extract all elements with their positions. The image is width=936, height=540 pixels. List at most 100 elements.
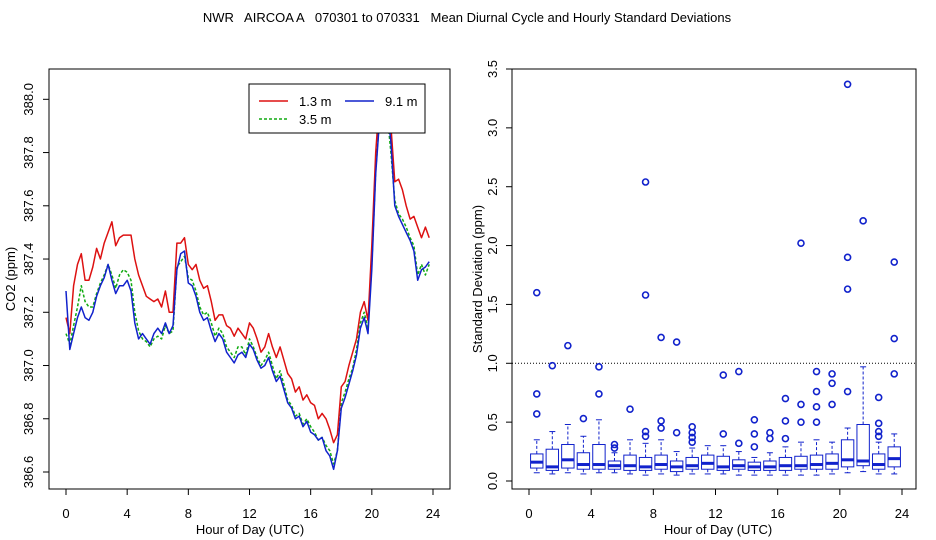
right-x-tick-label: 4 (588, 506, 595, 521)
box-outlier-point (641, 427, 650, 436)
box-outlier-point (812, 403, 821, 411)
box-outlier-point (532, 288, 541, 297)
box-outlier-point (859, 217, 867, 225)
box-outlier-point (750, 443, 759, 451)
box-iqr (778, 456, 793, 471)
box-outlier-point (812, 418, 821, 426)
box-outlier-point (532, 390, 541, 398)
right-y-axis: 0.0 0.5 1.0 1.5 2.0 2.5 3.0 3.5 (485, 60, 513, 490)
right-y-tick-label: 0.0 (485, 472, 500, 490)
right-y-tick-label: 3.5 (485, 60, 500, 78)
box-outlier-point (719, 430, 728, 438)
left-x-tick-label: 4 (124, 506, 131, 521)
box-outlier-point (579, 414, 588, 423)
box-outlier-point (595, 363, 603, 371)
left-y-tick-label: 388.0 (21, 83, 36, 116)
legend-box (248, 83, 426, 134)
box-iqr (840, 439, 855, 468)
left-x-axis-label: Hour of Day (UTC) (196, 522, 304, 537)
series-line-9-1-m (65, 103, 430, 471)
box-outlier-point (828, 379, 836, 388)
box-outlier-point (874, 427, 883, 436)
right-y-axis-label: Standard Deviation (ppm) (470, 205, 485, 353)
box-outlier-point (657, 417, 665, 425)
box-outlier-point (657, 333, 665, 342)
left-y-axis: 386.6 386.8 387.0 387.2 387.4 387.6 387.8 388.0 (21, 83, 50, 488)
legend-label-series-3: 9.1 m (385, 94, 418, 109)
box-outlier-point (874, 393, 883, 402)
box-iqr (685, 456, 699, 470)
box-outlier-point (843, 80, 852, 89)
right-box-group (512, 80, 916, 476)
box-outlier-point (641, 291, 650, 299)
box-outlier-point (890, 334, 899, 343)
box-outlier-point (719, 371, 728, 379)
left-x-tick-label: 0 (62, 506, 69, 521)
series-line-1-3-m (65, 87, 430, 444)
box-outlier-point (548, 361, 557, 370)
box-outlier-point (874, 432, 883, 441)
box-outlier-point (843, 387, 852, 396)
right-x-tick-label: 20 (833, 506, 847, 521)
box-outlier-point (781, 417, 790, 425)
left-y-axis-label: CO2 (ppm) (3, 247, 18, 311)
box-iqr (576, 452, 591, 470)
std-dev-panel: 0 4 8 12 16 20 24 0.0 0.5 1.0 1.5 2.0 2.5 3.0 3.5 Hou… (470, 60, 917, 537)
right-x-tick-label: 0 (525, 506, 532, 521)
right-y-tick-label: 1.0 (485, 354, 500, 372)
left-y-tick-label: 387.0 (21, 349, 36, 382)
left-x-tick-label: 8 (185, 506, 192, 521)
right-y-tick-label: 3.0 (485, 119, 500, 137)
box-outlier-point (735, 367, 743, 376)
left-x-tick-label: 12 (242, 506, 256, 521)
right-y-tick-label: 2.0 (485, 237, 500, 255)
left-y-tick-label: 387.6 (21, 190, 36, 223)
left-x-axis: 0 4 8 12 16 20 24 (62, 488, 440, 521)
right-x-tick-label: 16 (770, 506, 784, 521)
left-x-tick-label: 16 (303, 506, 317, 521)
left-y-tick-label: 387.8 (21, 136, 36, 169)
box-outlier-point (828, 400, 836, 409)
box-outlier-point (641, 178, 650, 186)
box-iqr (825, 453, 839, 470)
box-outlier-point (874, 419, 883, 428)
box-outlier-point (610, 444, 619, 452)
right-y-tick-label: 0.5 (485, 413, 500, 431)
box-outlier-point (781, 434, 790, 443)
box-outlier-point (750, 415, 759, 424)
box-outlier-point (766, 428, 774, 437)
box-outlier-point (610, 440, 619, 449)
box-iqr (545, 448, 560, 471)
series-line-3-5-m (65, 103, 430, 465)
co2-diurnal-panel: 0 4 8 12 16 20 24 386.6 386.8 387.0 387.2 387.4 387… (3, 68, 451, 537)
box-outlier-point (890, 370, 899, 378)
left-x-tick-label: 24 (426, 506, 440, 521)
box-outlier-point (672, 338, 681, 346)
box-iqr (856, 423, 870, 467)
box-outlier-point (843, 253, 852, 262)
right-plot-frame (511, 68, 917, 490)
box-outlier-point (797, 239, 805, 248)
box-outlier-point (564, 341, 572, 350)
right-x-axis-label: Hour of Day (UTC) (664, 522, 772, 537)
box-outlier-point (812, 367, 821, 376)
right-x-axis: 0 4 8 12 16 20 24 (525, 488, 909, 521)
left-y-tick-label: 387.2 (21, 296, 36, 329)
legend-label-series-2: 3.5 m (299, 112, 332, 127)
box-outlier-point (843, 285, 852, 293)
left-y-tick-label: 387.4 (21, 243, 36, 276)
legend-label-series-1: 1.3 m (299, 94, 332, 109)
box-outlier-point (828, 370, 836, 378)
figure-title: NWR AIRCOA A 070301 to 070331 Mean Diurn… (203, 10, 732, 25)
box-iqr (809, 454, 824, 470)
box-outlier-point (641, 432, 650, 441)
box-outlier-point (781, 394, 790, 403)
box-iqr (638, 456, 653, 471)
right-x-tick-label: 12 (708, 506, 722, 521)
box-outlier-point (595, 390, 603, 398)
right-x-tick-label: 8 (650, 506, 657, 521)
box-iqr (794, 455, 808, 470)
box-outlier-point (672, 428, 681, 437)
right-y-tick-label: 2.5 (485, 178, 500, 196)
box-outlier-point (688, 438, 696, 446)
